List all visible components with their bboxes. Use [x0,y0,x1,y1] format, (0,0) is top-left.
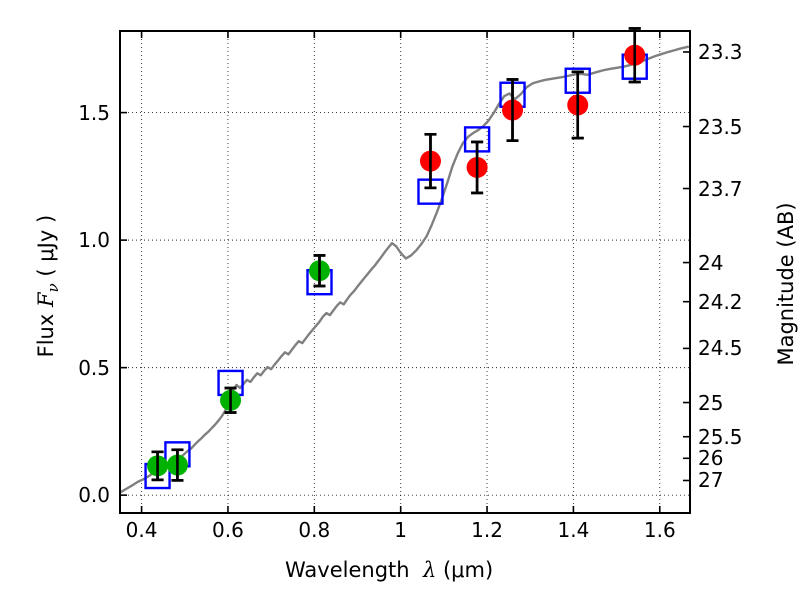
y-left-tick-label-2: 1.0 [78,228,110,253]
y-right-tick-label-0: 23.3 [698,39,743,64]
x-tick-label-4: 1.2 [471,518,503,542]
y-left-tick-label-0: 0.0 [78,483,110,508]
y-right-tick-label-1: 23.5 [698,114,743,139]
x-tick-label-5: 1.4 [557,518,590,542]
y-right-tick-label-5: 24.5 [698,336,743,361]
x-axis-label: Wavelength λ (μm) [285,558,493,582]
x-axis-label-word: Wavelength [285,558,410,582]
y-right-tick-label-7: 25.5 [698,424,743,449]
y-left-tick-label-3: 1.5 [78,100,110,125]
x-axis-label-unit: (μm) [442,558,494,582]
x-tick-label-3: 1 [394,518,408,542]
x-tick-label-0: 0.4 [125,518,158,542]
y-right-tick-label-4: 24.2 [698,289,743,314]
y-right-tick-label-6: 25 [698,390,724,415]
y-axis-left-label-unit: ( μJy ) [33,214,58,277]
y-axis-right-label: Magnitude (AB) [774,202,798,366]
x-axis-label-lambda: λ [422,558,437,582]
x-tick-label-1: 0.6 [212,518,244,542]
x-tick-label-6: 1.6 [643,518,676,542]
y-right-tick-label-9: 27 [698,468,724,493]
y-axis-left-label-F: F [33,292,58,308]
axes-frame [119,30,691,514]
y-axis-left-label-flux: Flux [33,313,58,358]
y-right-tick-label-2: 23.7 [698,176,743,201]
y-right-tick-label-8: 26 [698,446,724,471]
y-axis-left-label: Flux Fν ( μJy ) [34,176,62,396]
y-left-tick-label-1: 0.5 [78,355,110,380]
y-right-tick-label-3: 24 [698,250,724,275]
y-axis-left-label-nu: ν [44,283,63,293]
x-tick-label-2: 0.8 [298,518,331,542]
model-sed-curve [119,45,690,494]
